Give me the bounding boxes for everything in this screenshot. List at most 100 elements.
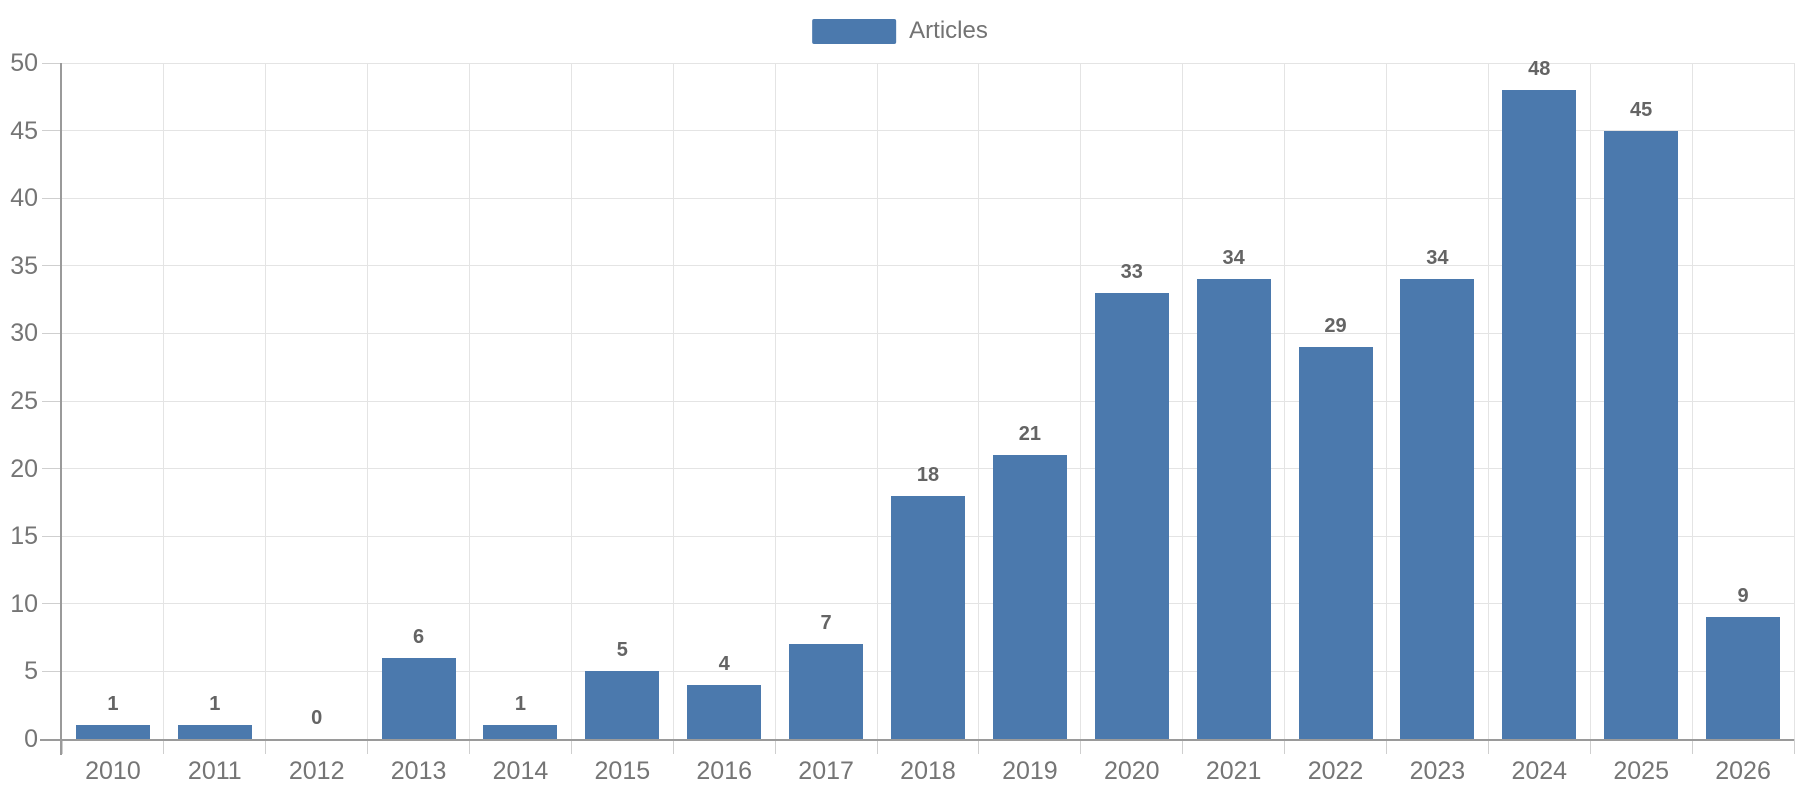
y-axis-label: 10 xyxy=(10,589,38,618)
v-gridline xyxy=(265,63,267,739)
bar[interactable] xyxy=(1706,617,1781,739)
x-tick-mark xyxy=(469,739,471,754)
h-gridline xyxy=(62,130,1794,132)
bar[interactable] xyxy=(1604,130,1679,739)
h-gridline xyxy=(62,468,1794,470)
v-gridline xyxy=(978,63,980,739)
x-tick-mark xyxy=(1385,739,1387,754)
h-gridline xyxy=(62,197,1794,199)
v-gridline xyxy=(1385,63,1387,739)
y-axis-label: 35 xyxy=(10,251,38,280)
y-axis-label: 40 xyxy=(10,184,38,213)
x-tick-mark xyxy=(1487,739,1489,754)
bar-value-label: 48 xyxy=(1528,58,1551,81)
v-gridline xyxy=(774,63,776,739)
bar[interactable] xyxy=(483,725,558,739)
x-tick-mark xyxy=(1284,739,1286,754)
x-axis-label: 2010 xyxy=(85,757,141,785)
x-tick-mark xyxy=(1080,739,1082,754)
x-tick-mark xyxy=(163,739,165,754)
v-gridline xyxy=(469,63,471,739)
bar-value-label: 7 xyxy=(820,612,832,635)
bar[interactable] xyxy=(1400,279,1475,739)
y-axis-label: 15 xyxy=(10,522,38,551)
y-axis-label: 50 xyxy=(10,49,38,77)
bar[interactable] xyxy=(381,657,456,739)
v-gridline xyxy=(1487,63,1489,739)
x-axis-label: 2012 xyxy=(288,757,345,785)
y-axis-label: 45 xyxy=(10,116,38,145)
bar[interactable] xyxy=(1298,346,1373,739)
x-tick-mark xyxy=(570,739,572,754)
x-axis-label: 2025 xyxy=(1613,757,1669,785)
h-gridline xyxy=(62,400,1794,402)
legend-swatch xyxy=(812,18,897,44)
bar-value-label: 21 xyxy=(1018,423,1041,446)
bar[interactable] xyxy=(585,671,660,739)
x-tick-mark xyxy=(1589,739,1591,754)
x-axis-label: 2018 xyxy=(900,757,956,785)
x-axis-label: 2014 xyxy=(492,757,549,785)
v-gridline xyxy=(1284,63,1286,739)
y-axis-label: 20 xyxy=(10,454,38,483)
bar-value-label: 34 xyxy=(1222,247,1245,270)
y-tick-mark xyxy=(42,332,62,334)
y-tick-mark xyxy=(42,670,62,672)
x-tick-mark xyxy=(367,739,369,754)
v-gridline xyxy=(672,63,674,739)
bar-value-label: 1 xyxy=(107,693,119,716)
bar[interactable] xyxy=(1502,90,1577,739)
v-gridline xyxy=(1182,63,1184,739)
x-axis-label: 2015 xyxy=(594,757,651,785)
bar[interactable] xyxy=(687,684,762,739)
v-gridline xyxy=(1793,63,1795,739)
bar-value-label: 34 xyxy=(1426,247,1449,270)
bar[interactable] xyxy=(1196,279,1271,739)
x-axis-label: 2024 xyxy=(1511,757,1568,785)
legend-label: Articles xyxy=(909,17,988,44)
y-tick-mark xyxy=(42,265,62,267)
x-axis-label: 2021 xyxy=(1205,757,1262,785)
y-axis-line xyxy=(60,63,62,755)
x-tick-mark xyxy=(1691,739,1693,754)
v-gridline xyxy=(1691,63,1693,739)
y-tick-mark xyxy=(42,130,62,132)
h-gridline xyxy=(62,332,1794,334)
bar-value-label: 29 xyxy=(1324,314,1347,337)
y-tick-mark xyxy=(42,62,62,64)
x-axis-label: 2020 xyxy=(1103,757,1160,785)
bar[interactable] xyxy=(75,725,150,739)
bar-value-label: 18 xyxy=(916,463,940,486)
x-tick-mark xyxy=(1182,739,1184,754)
bar[interactable] xyxy=(992,455,1067,739)
x-tick-mark xyxy=(774,739,776,754)
bar-value-label: 9 xyxy=(1737,585,1749,608)
x-axis-label: 2026 xyxy=(1715,757,1771,785)
y-axis-label: 5 xyxy=(24,657,38,686)
x-axis-label: 2016 xyxy=(696,757,753,785)
x-tick-mark xyxy=(265,739,267,754)
bar-value-label: 0 xyxy=(311,707,323,729)
y-tick-mark xyxy=(42,468,62,470)
plot-area: 0 5 10 15 20 25 30 35 40 45 50 1 2010 1 2011 0 2012 6 2013… xyxy=(10,49,1795,785)
bar[interactable] xyxy=(789,644,864,739)
v-gridline xyxy=(570,63,572,739)
bar[interactable] xyxy=(177,725,252,739)
x-tick-mark xyxy=(876,739,878,754)
v-gridline xyxy=(1080,63,1082,739)
bar[interactable] xyxy=(891,495,965,739)
x-tick-mark xyxy=(978,739,980,754)
bar-value-label: 5 xyxy=(616,639,628,662)
bar[interactable] xyxy=(1094,292,1169,739)
y-tick-mark xyxy=(42,535,62,537)
y-axis-label: 30 xyxy=(10,319,38,348)
x-axis-line xyxy=(40,739,1794,741)
bar-value-label: 6 xyxy=(413,625,425,648)
legend-item-articles[interactable]: Articles xyxy=(812,17,988,45)
y-axis-label: 25 xyxy=(10,387,38,415)
bar-value-label: 45 xyxy=(1630,98,1653,121)
h-gridline xyxy=(62,62,1794,64)
bar-value-label: 1 xyxy=(514,693,527,716)
bar-value-label: 4 xyxy=(718,652,730,675)
